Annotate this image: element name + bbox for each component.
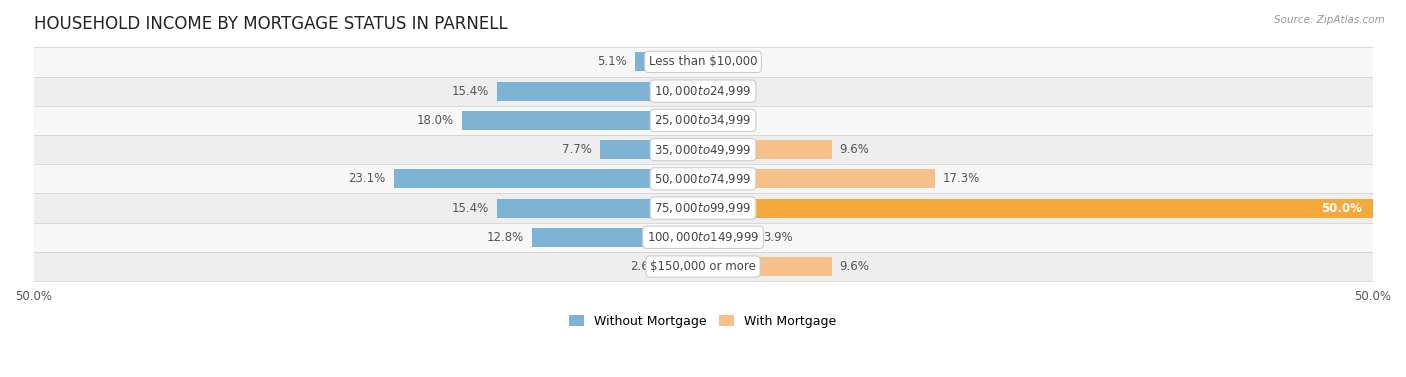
Text: 0.0%: 0.0% — [711, 55, 741, 68]
Bar — [496, 199, 703, 218]
Text: $100,000 to $149,999: $100,000 to $149,999 — [647, 230, 759, 244]
Text: $35,000 to $49,999: $35,000 to $49,999 — [654, 143, 752, 156]
Text: 15.4%: 15.4% — [451, 84, 489, 98]
Bar — [34, 77, 1372, 106]
Bar — [703, 199, 1372, 218]
Bar — [463, 111, 703, 130]
Text: 0.0%: 0.0% — [711, 84, 741, 98]
Bar — [634, 52, 703, 71]
Bar — [394, 169, 703, 188]
Text: $50,000 to $74,999: $50,000 to $74,999 — [654, 172, 752, 186]
Text: 50.0%: 50.0% — [1320, 202, 1362, 215]
Bar — [34, 164, 1372, 193]
Bar — [703, 228, 755, 247]
Bar — [34, 193, 1372, 223]
Text: HOUSEHOLD INCOME BY MORTGAGE STATUS IN PARNELL: HOUSEHOLD INCOME BY MORTGAGE STATUS IN P… — [34, 15, 508, 33]
Bar — [703, 257, 831, 276]
Bar — [34, 47, 1372, 77]
Legend: Without Mortgage, With Mortgage: Without Mortgage, With Mortgage — [564, 310, 842, 333]
Text: 2.6%: 2.6% — [630, 260, 661, 273]
Text: 9.6%: 9.6% — [839, 260, 869, 273]
Bar — [703, 140, 831, 159]
Text: 18.0%: 18.0% — [416, 114, 454, 127]
Text: Less than $10,000: Less than $10,000 — [648, 55, 758, 68]
Bar — [34, 223, 1372, 252]
Text: 0.0%: 0.0% — [711, 114, 741, 127]
Bar — [600, 140, 703, 159]
Text: $150,000 or more: $150,000 or more — [650, 260, 756, 273]
Text: 9.6%: 9.6% — [839, 143, 869, 156]
Text: $10,000 to $24,999: $10,000 to $24,999 — [654, 84, 752, 98]
Text: 23.1%: 23.1% — [349, 172, 385, 185]
Text: 15.4%: 15.4% — [451, 202, 489, 215]
Text: 7.7%: 7.7% — [562, 143, 592, 156]
Text: 17.3%: 17.3% — [942, 172, 980, 185]
Text: $75,000 to $99,999: $75,000 to $99,999 — [654, 201, 752, 215]
Bar — [34, 135, 1372, 164]
Bar — [703, 169, 935, 188]
Text: 12.8%: 12.8% — [486, 231, 523, 244]
Text: 5.1%: 5.1% — [598, 55, 627, 68]
Bar — [496, 82, 703, 101]
Bar — [668, 257, 703, 276]
Bar — [531, 228, 703, 247]
Text: Source: ZipAtlas.com: Source: ZipAtlas.com — [1274, 15, 1385, 25]
Bar — [34, 106, 1372, 135]
Text: $25,000 to $34,999: $25,000 to $34,999 — [654, 113, 752, 127]
Bar — [34, 252, 1372, 281]
Text: 3.9%: 3.9% — [763, 231, 793, 244]
